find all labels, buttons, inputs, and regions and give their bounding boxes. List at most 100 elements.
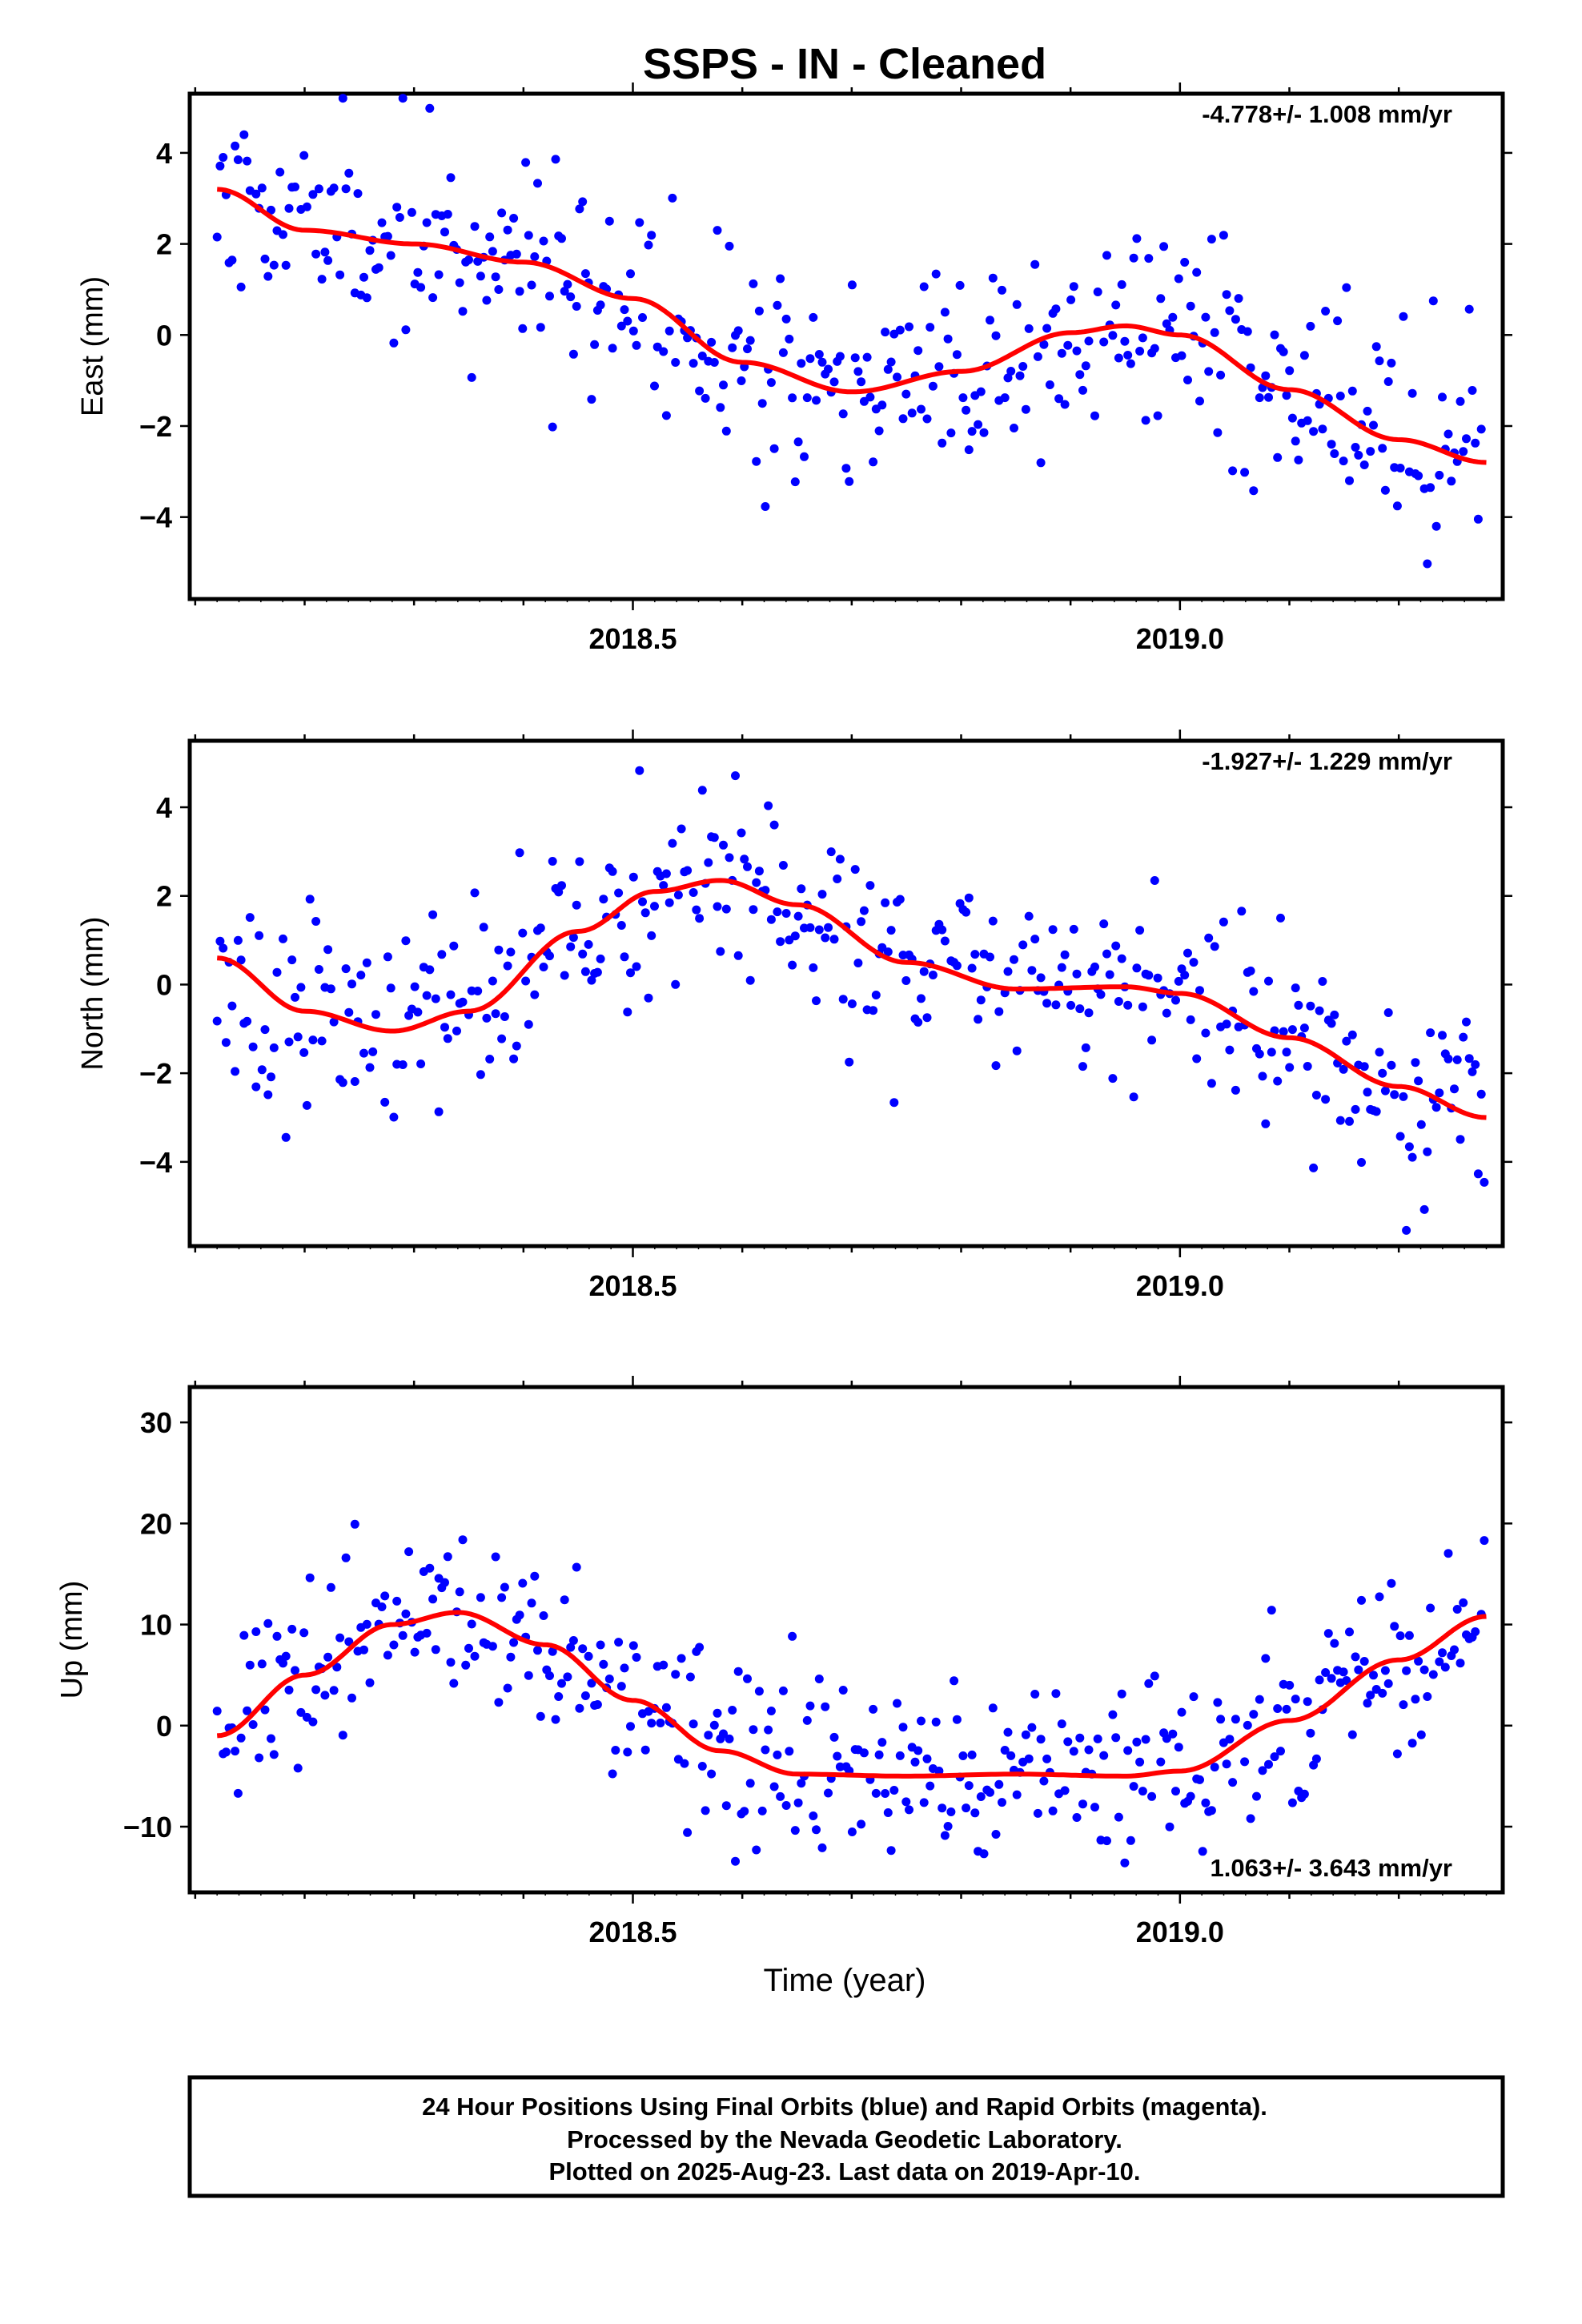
data-point bbox=[991, 1830, 1001, 1839]
data-point bbox=[877, 1738, 887, 1747]
data-point bbox=[1150, 876, 1159, 885]
data-point bbox=[616, 321, 626, 331]
data-point bbox=[344, 1637, 354, 1647]
data-point bbox=[401, 1609, 411, 1618]
data-point bbox=[829, 377, 839, 387]
data-point bbox=[557, 1679, 566, 1688]
data-point bbox=[661, 869, 671, 879]
data-point bbox=[1081, 361, 1090, 371]
data-point bbox=[964, 1781, 974, 1791]
data-point bbox=[1144, 971, 1154, 980]
data-point bbox=[766, 1707, 776, 1715]
data-point bbox=[749, 1725, 758, 1735]
data-point bbox=[1141, 416, 1150, 425]
data-point bbox=[279, 1659, 287, 1668]
data-point bbox=[524, 1671, 533, 1680]
data-point bbox=[1093, 1734, 1102, 1743]
data-point bbox=[578, 949, 588, 959]
data-point bbox=[809, 963, 818, 972]
data-point bbox=[365, 1678, 375, 1687]
data-point bbox=[1255, 393, 1264, 403]
data-point bbox=[773, 1750, 782, 1759]
data-point bbox=[1321, 307, 1331, 316]
data-point bbox=[994, 1779, 1004, 1789]
data-point bbox=[443, 210, 452, 219]
data-point bbox=[1255, 1049, 1264, 1059]
data-point bbox=[1315, 1675, 1324, 1685]
data-point bbox=[1153, 973, 1162, 983]
data-point bbox=[1033, 352, 1042, 361]
data-point bbox=[716, 947, 725, 956]
data-point bbox=[883, 1808, 893, 1817]
data-point bbox=[962, 907, 971, 917]
data-point bbox=[560, 1595, 569, 1605]
data-point bbox=[1473, 514, 1483, 524]
data-point bbox=[701, 393, 710, 403]
data-point bbox=[1003, 373, 1013, 383]
data-point bbox=[1339, 1667, 1348, 1677]
data-point bbox=[737, 376, 746, 385]
data-point bbox=[482, 296, 492, 305]
data-point bbox=[1231, 1085, 1240, 1095]
data-point bbox=[1395, 1132, 1405, 1141]
data-point bbox=[745, 336, 755, 345]
east-y-tick-label: 2 bbox=[156, 228, 172, 261]
data-point bbox=[938, 925, 947, 935]
data-point bbox=[967, 427, 977, 436]
data-point bbox=[1222, 1019, 1231, 1029]
footer-box bbox=[187, 2075, 1505, 2198]
data-point bbox=[1000, 393, 1010, 403]
data-point bbox=[1237, 907, 1247, 916]
data-point bbox=[362, 293, 371, 303]
data-point bbox=[683, 1827, 693, 1837]
data-point bbox=[1378, 1688, 1387, 1698]
data-point bbox=[958, 393, 968, 403]
data-point bbox=[491, 1009, 500, 1019]
data-point bbox=[752, 878, 761, 887]
data-point bbox=[515, 1610, 524, 1620]
east-y-axis-label: East (mm) bbox=[76, 276, 110, 416]
data-point bbox=[1249, 1710, 1259, 1719]
data-point bbox=[1147, 1035, 1157, 1045]
data-point bbox=[485, 232, 495, 242]
data-point bbox=[638, 313, 647, 322]
data-point bbox=[296, 983, 306, 992]
data-point bbox=[1075, 1004, 1085, 1014]
data-point bbox=[1294, 1000, 1303, 1010]
data-point bbox=[695, 914, 705, 923]
data-point bbox=[871, 1788, 881, 1798]
data-point bbox=[1378, 1068, 1387, 1078]
data-point bbox=[1126, 1835, 1135, 1845]
data-point bbox=[1407, 388, 1417, 398]
footer-line-1: 24 Hour Positions Using Final Orbits (bl… bbox=[422, 2093, 1267, 2121]
data-point bbox=[850, 353, 860, 363]
data-point bbox=[1195, 986, 1204, 995]
data-point bbox=[1039, 1776, 1049, 1786]
data-point bbox=[1054, 394, 1064, 404]
data-point bbox=[506, 947, 516, 957]
data-point bbox=[243, 156, 252, 166]
data-point bbox=[1042, 1754, 1052, 1763]
data-point bbox=[697, 1762, 707, 1771]
data-point bbox=[446, 173, 456, 183]
data-point bbox=[620, 952, 629, 962]
data-point bbox=[1347, 386, 1357, 396]
data-point bbox=[1063, 1737, 1073, 1747]
data-point bbox=[797, 359, 806, 368]
data-point bbox=[1357, 1158, 1366, 1167]
data-point bbox=[1431, 521, 1441, 531]
data-point bbox=[281, 1651, 291, 1661]
data-point bbox=[1414, 1656, 1423, 1666]
data-point bbox=[857, 377, 866, 387]
data-point bbox=[245, 1660, 255, 1670]
data-point bbox=[308, 190, 318, 199]
data-point bbox=[545, 951, 554, 961]
data-point bbox=[809, 312, 818, 322]
data-point bbox=[766, 378, 776, 388]
data-point bbox=[1414, 471, 1423, 480]
up-y-tick-label: 20 bbox=[140, 1507, 172, 1540]
data-point bbox=[998, 1798, 1006, 1807]
data-point bbox=[512, 1041, 521, 1051]
data-point bbox=[793, 911, 803, 921]
data-point bbox=[1363, 406, 1372, 416]
